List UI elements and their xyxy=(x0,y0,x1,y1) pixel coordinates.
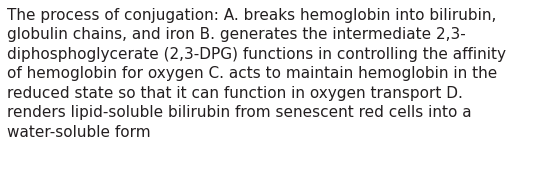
Text: The process of conjugation: A. breaks hemoglobin into bilirubin,
globulin chains: The process of conjugation: A. breaks he… xyxy=(7,8,506,140)
